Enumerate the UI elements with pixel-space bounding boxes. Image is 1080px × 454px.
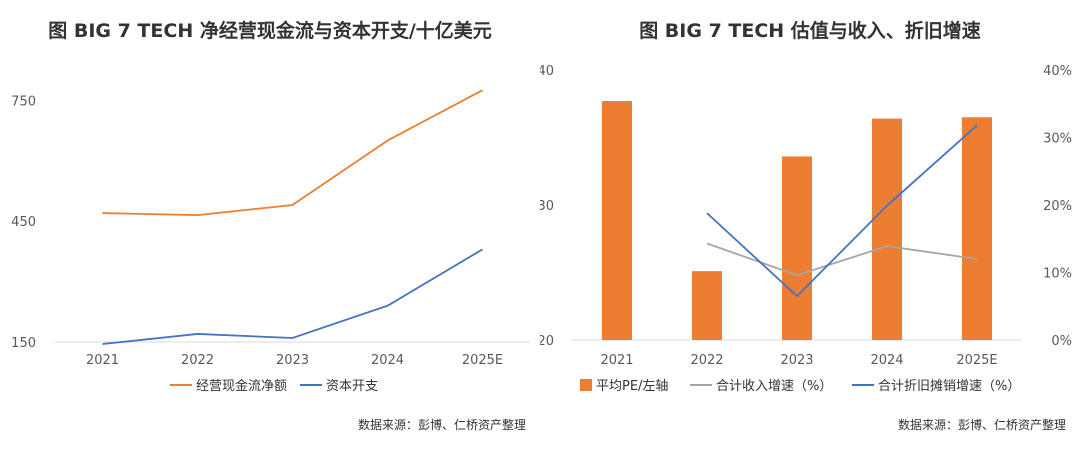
- legend-label-1: 平均PE/左轴: [596, 379, 668, 394]
- x-tick-label: 2021: [86, 353, 119, 368]
- left-y-tick-label: 20: [540, 334, 554, 349]
- left-chart-title: 图 BIG 7 TECH 净经营现金流与资本开支/十亿美元: [48, 20, 492, 42]
- left-y-tick-label: 30: [540, 199, 554, 214]
- left-chart-source: 数据来源：彭博、仁桥资产整理: [357, 418, 526, 432]
- x-tick-label: 2024: [870, 353, 903, 368]
- right-y-tick-label: 30%: [1043, 132, 1072, 147]
- x-tick-label: 2023: [780, 353, 813, 368]
- right-y-tick-label: 0%: [1051, 334, 1072, 349]
- right-y-tick-label: 20%: [1043, 199, 1072, 214]
- bar-2022: [692, 271, 722, 340]
- legend-label-1: 经营现金流净额: [196, 378, 287, 394]
- right-y-tick-label: 40%: [1043, 64, 1072, 79]
- right-chart-svg: 20 30 40 0% 10% 20% 30% 40% 2021 2022 2023 2024 2025…: [540, 64, 1072, 394]
- bar-2023: [782, 156, 812, 340]
- left-chart-panel: 图 BIG 7 TECH 净经营现金流与资本开支/十亿美元 150 450 750 2…: [11, 20, 530, 432]
- y-tick-label: 450: [11, 215, 36, 230]
- right-chart-panel: 图 BIG 7 TECH 估值与收入、折旧增速 20 30 40 0% 10% 20% 30…: [540, 0, 1080, 454]
- right-y-tick-label: 10%: [1043, 267, 1072, 282]
- bar-2025E: [962, 117, 992, 340]
- legend-label-2: 资本开支: [326, 379, 378, 394]
- series-line-1: [706, 242, 978, 277]
- y-tick-label: 150: [11, 336, 36, 351]
- legend-marker-1: [580, 379, 592, 391]
- bar-2024: [872, 118, 902, 340]
- bar-2021: [602, 101, 632, 340]
- x-tick-label: 2025E: [462, 353, 503, 368]
- series-line-1: [102, 89, 483, 217]
- x-tick-label: 2022: [181, 353, 214, 368]
- x-tick-label: 2021: [600, 353, 633, 368]
- legend-label-3: 合计折旧摊销增速（%）: [878, 379, 1020, 394]
- series-line-2: [102, 248, 483, 345]
- x-tick-label: 2025E: [956, 353, 997, 368]
- x-tick-label: 2023: [276, 353, 309, 368]
- legend-label-2: 合计收入增速（%）: [716, 379, 832, 394]
- x-tick-label: 2022: [690, 353, 723, 368]
- right-chart-source: 数据来源：彭博、仁桥资产整理: [897, 418, 1066, 432]
- right-chart-title: 图 BIG 7 TECH 估值与收入、折旧增速: [639, 20, 981, 42]
- series-line-2: [706, 124, 978, 298]
- left-chart-svg: 150 450 750 2021 2022 2023 2024 2025E 经营现金流净额 资本开…: [11, 89, 530, 394]
- y-tick-label: 750: [11, 94, 36, 109]
- x-tick-label: 2024: [371, 353, 404, 368]
- left-y-tick-label: 40: [540, 64, 554, 79]
